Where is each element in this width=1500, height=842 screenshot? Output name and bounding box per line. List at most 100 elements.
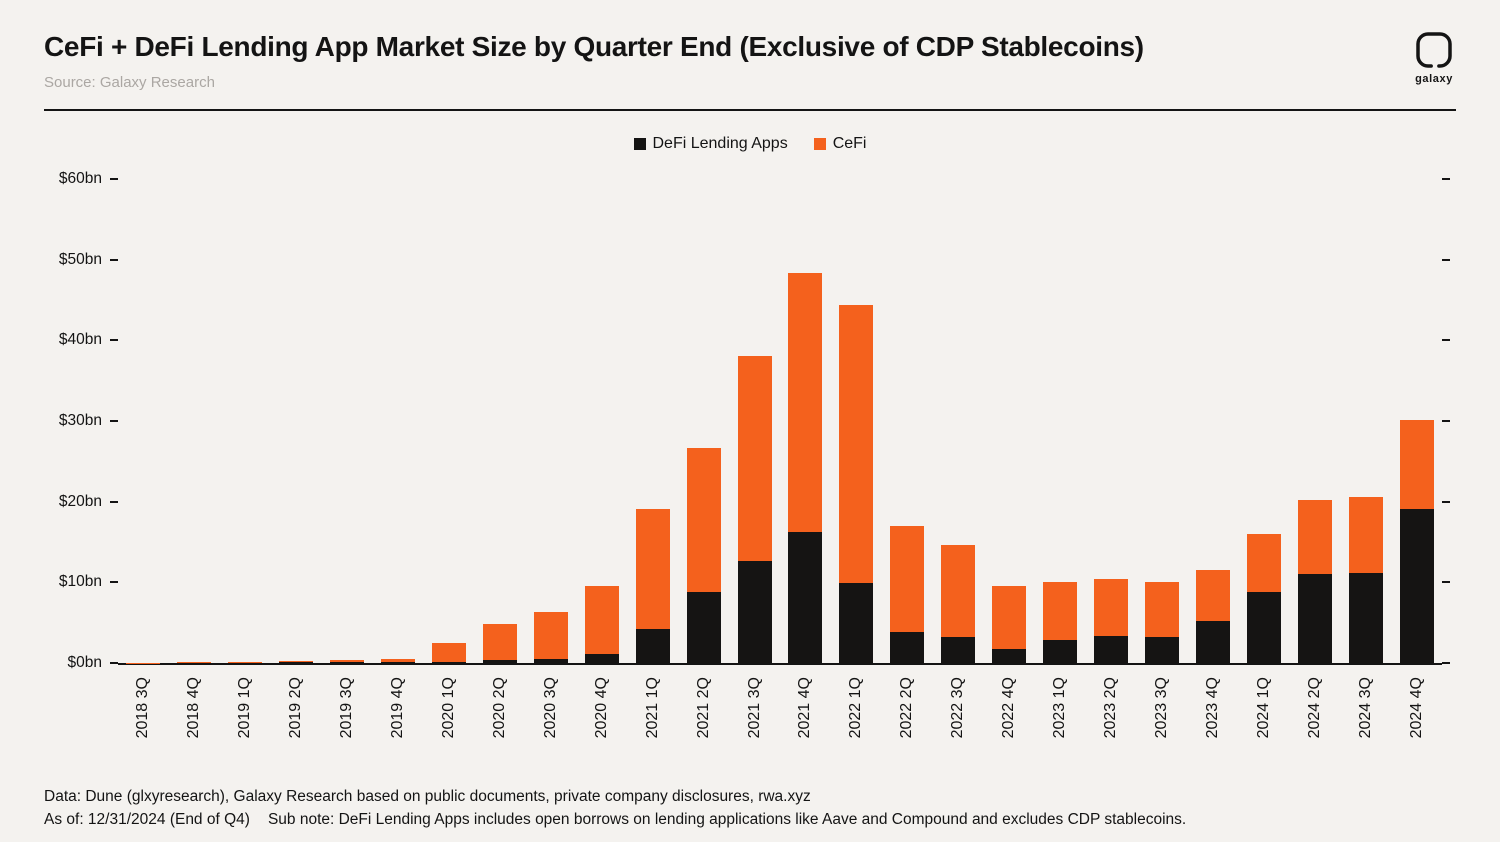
legend-label: DeFi Lending Apps <box>652 135 788 152</box>
x-axis-label: 2021 2Q <box>694 677 712 739</box>
x-axis-label: 2022 2Q <box>898 677 916 739</box>
cefi-segment <box>330 660 365 663</box>
defi-segment <box>941 637 976 663</box>
x-axis-label: 2021 4Q <box>796 677 814 739</box>
bar-slot <box>373 179 424 663</box>
y-axis-label: $60bn <box>58 170 102 187</box>
legend-item-1: CeFi <box>813 135 867 153</box>
stacked-bar <box>788 179 823 663</box>
cefi-segment <box>635 508 670 630</box>
header-divider <box>44 109 1456 111</box>
stacked-bar <box>279 179 314 663</box>
defi-segment <box>482 660 517 663</box>
x-label-slot: 2020 3Q <box>525 677 576 769</box>
stacked-bar <box>1246 179 1281 663</box>
cefi-segment <box>431 642 466 663</box>
stacked-bar <box>737 179 772 663</box>
stacked-bar <box>1144 179 1179 663</box>
x-axis-label: 2020 3Q <box>541 677 559 739</box>
defi-segment <box>584 654 619 663</box>
galaxy-logo-text: galaxy <box>1415 73 1453 85</box>
y-axis-label: $30bn <box>58 412 102 429</box>
galaxy-logo-icon <box>1414 30 1454 70</box>
chart: $0bn $10bn $20bn $30bn $40bn $50bn $60bn 2018 … <box>44 170 1456 769</box>
bar-slot <box>1340 179 1391 663</box>
stacked-bar <box>686 179 721 663</box>
bar-slot <box>678 179 729 663</box>
stacked-bar <box>1348 179 1383 663</box>
bar-slot <box>831 179 882 663</box>
cefi-segment <box>992 586 1027 650</box>
bar-slot <box>729 179 780 663</box>
y-tick-left <box>110 420 118 422</box>
x-label-slot: 2023 2Q <box>1086 677 1137 769</box>
defi-segment <box>1093 636 1128 663</box>
y-tick-left <box>110 339 118 342</box>
stacked-bar <box>1093 179 1128 663</box>
cefi-segment <box>737 356 772 561</box>
footer: Data: Dune (glxyresearch), Galaxy Resear… <box>44 785 1456 831</box>
y-tick-left <box>110 500 118 503</box>
x-label-slot: 2023 4Q <box>1187 677 1238 769</box>
x-label-slot: 2021 2Q <box>678 677 729 769</box>
x-axis-label: 2023 4Q <box>1203 677 1221 739</box>
legend-swatch-icon <box>633 138 646 150</box>
y-tick-left <box>110 178 118 180</box>
stacked-bar <box>1195 179 1230 663</box>
bar-slot <box>525 179 576 663</box>
cefi-segment <box>839 304 874 584</box>
stacked-bar <box>228 179 263 663</box>
x-axis-label: 2023 1Q <box>1051 677 1069 739</box>
y-axis-label: $40bn <box>58 331 102 349</box>
defi-segment <box>431 662 466 663</box>
y-tick-right <box>1442 258 1450 261</box>
defi-segment <box>381 661 416 663</box>
x-axis-labels: 2018 3Q 2018 4Q 2019 1Q 2019 2Q 2019 3Q 2019 … <box>118 677 1442 769</box>
bar-slot <box>474 179 525 663</box>
cefi-segment <box>1348 496 1383 574</box>
y-tick-right <box>1442 500 1450 503</box>
bars-row <box>118 179 1442 663</box>
bar-slot <box>576 179 627 663</box>
x-axis-label: 2020 1Q <box>439 677 457 739</box>
x-label-slot: 2021 3Q <box>729 677 780 769</box>
bar-slot <box>271 179 322 663</box>
legend-label: CeFi <box>832 135 867 152</box>
cefi-segment <box>1399 420 1434 509</box>
stacked-bar <box>1399 179 1434 663</box>
x-axis-label: 2019 1Q <box>236 677 254 739</box>
bar-slot <box>1238 179 1289 663</box>
defi-segment <box>737 560 772 663</box>
stacked-bar <box>890 179 925 663</box>
defi-segment <box>1297 574 1332 663</box>
stacked-bar <box>635 179 670 663</box>
x-axis-label: 2024 2Q <box>1305 677 1323 739</box>
x-axis-label: 2021 3Q <box>745 677 763 739</box>
stacked-bar <box>381 179 416 663</box>
page-title: CeFi + DeFi Lending App Market Size by Q… <box>44 31 1144 62</box>
defi-segment <box>635 629 670 663</box>
legend-item-0: DeFi Lending Apps <box>633 135 788 153</box>
defi-segment <box>1399 508 1434 663</box>
legend-swatch-icon <box>813 138 826 150</box>
stacked-bar <box>482 179 517 663</box>
x-label-slot: 2021 1Q <box>627 677 678 769</box>
y-tick-right <box>1442 420 1450 422</box>
bar-slot <box>882 179 933 663</box>
cefi-segment <box>1144 581 1179 638</box>
bar-slot <box>1136 179 1187 663</box>
x-axis-label: 2024 4Q <box>1407 677 1425 739</box>
cefi-segment <box>1297 500 1332 575</box>
y-tick-right <box>1442 339 1450 342</box>
defi-segment <box>279 662 314 663</box>
cefi-segment <box>584 586 619 655</box>
y-tick-right <box>1442 178 1450 180</box>
stacked-bar <box>992 179 1027 663</box>
defi-segment <box>1246 592 1281 663</box>
x-label-slot: 2022 1Q <box>831 677 882 769</box>
defi-segment <box>788 532 823 663</box>
x-axis-label: 2018 4Q <box>185 677 203 739</box>
x-axis-label: 2022 1Q <box>847 677 865 739</box>
bar-slot <box>627 179 678 663</box>
